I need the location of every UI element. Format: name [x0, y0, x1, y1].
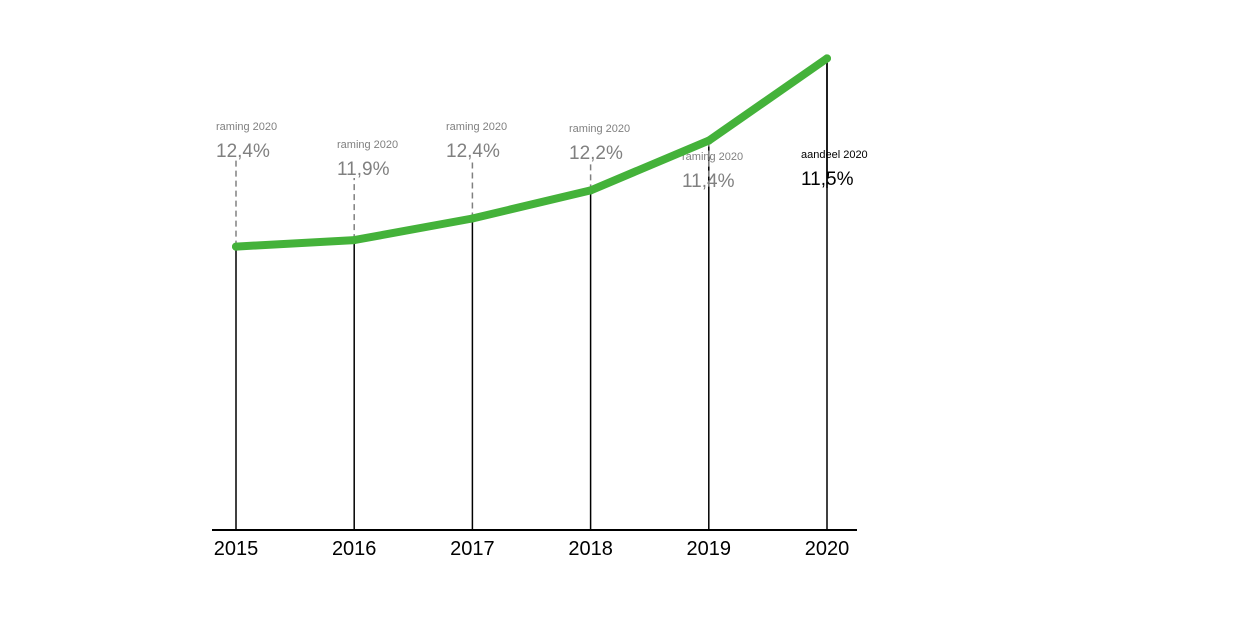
x-tick-label-2020: 2020: [805, 538, 850, 560]
data-point-2019: [704, 136, 713, 145]
annotation-value-2018: 12,2%: [569, 143, 623, 164]
x-tick-label-2016: 2016: [332, 538, 377, 560]
data-point-2018: [586, 186, 595, 195]
annotation-label-2016: raming 2020: [337, 139, 398, 151]
data-point-2020: [823, 54, 831, 63]
data-point-2016: [350, 236, 359, 245]
annotation-value-2020: 11,5%: [801, 169, 854, 190]
annotation-label-2015: raming 2020: [216, 121, 277, 133]
annotation-value-2017: 12,4%: [446, 141, 500, 162]
annotation-value-2019: 11,4%: [682, 171, 735, 192]
series-line: [232, 54, 831, 251]
annotation-label-2017: raming 2020: [446, 121, 507, 133]
annotation-value-2015: 12,4%: [216, 141, 270, 162]
data-point-2015: [232, 242, 240, 251]
annotation-value-2016: 11,9%: [337, 159, 390, 180]
guide-lines-solid: [235, 58, 828, 530]
x-tick-label-2019: 2019: [687, 538, 732, 560]
annotation-label-2020: aandeel 2020: [801, 149, 868, 161]
annotations: raming 2020 12,4% raming 2020 11,9% raming 2…: [216, 121, 868, 192]
x-tick-labels: 2015 2016 2017 2018 2019 2020: [214, 538, 850, 560]
annotation-label-2019: raming 2020: [682, 151, 743, 163]
x-tick-label-2018: 2018: [568, 538, 613, 560]
annotation-label-2018: raming 2020: [569, 123, 630, 135]
data-point-2017: [468, 214, 477, 223]
guide-lines-dashed: [235, 58, 828, 247]
series-layer: [232, 54, 831, 251]
x-tick-label-2017: 2017: [450, 538, 495, 560]
x-tick-label-2015: 2015: [214, 538, 259, 560]
